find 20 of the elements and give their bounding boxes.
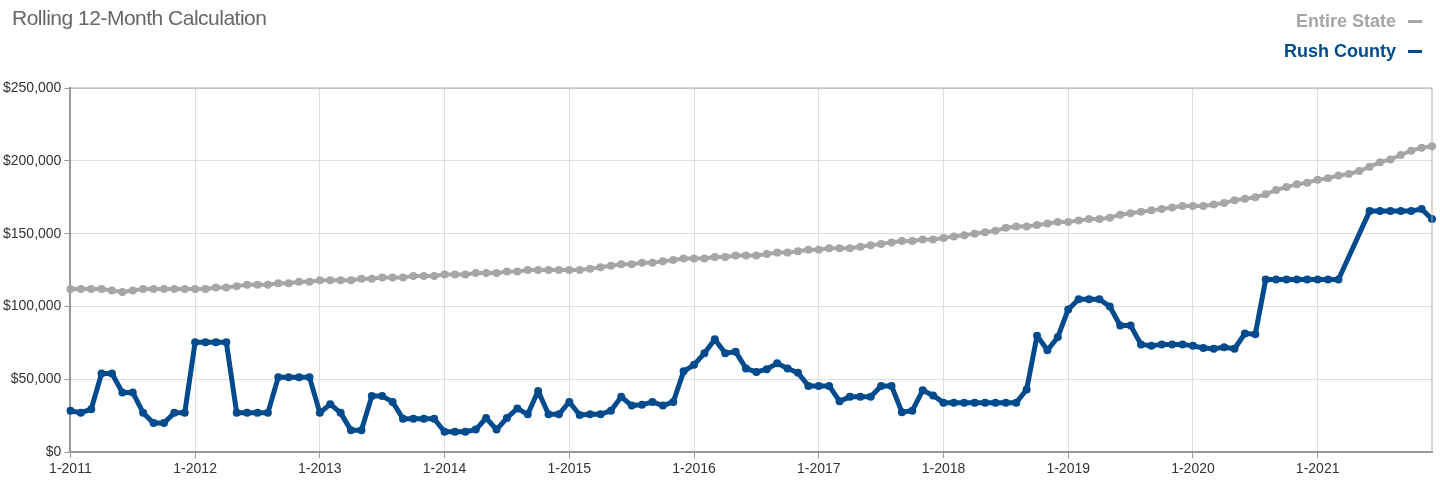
y-tick-label: $200,000 — [2, 151, 62, 168]
y-tick-label: $250,000 — [2, 78, 62, 95]
y-tick-label: $100,000 — [2, 297, 62, 314]
x-tick-label: 1-2018 — [921, 460, 966, 477]
x-tick-label: 1-2013 — [298, 460, 342, 477]
chart-title: Rolling 12-Month Calculation — [12, 6, 267, 30]
x-tick-label: 1-2011 — [49, 460, 92, 477]
x-tick-label: 1-2014 — [422, 460, 467, 477]
legend-label: Rush County — [1284, 40, 1396, 62]
x-tick-label: 1-2015 — [547, 460, 592, 477]
x-tick-label: 1-2021 — [1295, 460, 1340, 477]
y-tick-label: $50,000 — [10, 370, 62, 387]
legend-label: Entire State — [1295, 10, 1396, 32]
x-tick-label: 1-2019 — [1046, 460, 1091, 477]
x-tick-label: 1-2017 — [796, 460, 841, 477]
x-tick-label: 1-2012 — [173, 460, 218, 477]
x-tick-label: 1-2020 — [1171, 460, 1215, 477]
x-tick-label: 1-2016 — [672, 460, 717, 477]
y-tick-label: $0 — [45, 443, 62, 460]
y-tick-label: $150,000 — [2, 224, 62, 241]
